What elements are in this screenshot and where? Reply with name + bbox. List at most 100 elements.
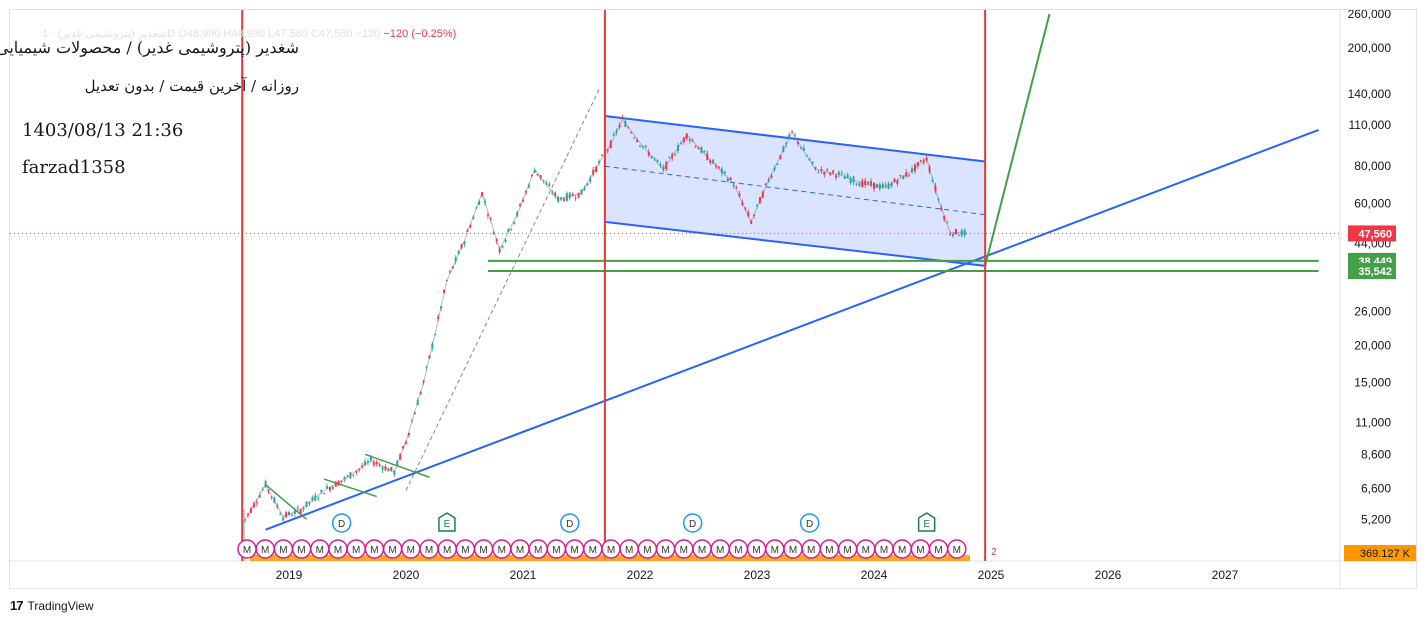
candle <box>366 458 369 466</box>
candle-body <box>361 465 364 467</box>
event-marker-m: M <box>783 539 803 559</box>
candle <box>574 195 577 202</box>
candle-body <box>697 148 700 150</box>
candle <box>729 176 732 181</box>
candle <box>624 117 627 128</box>
candle <box>913 162 916 175</box>
candle-body <box>410 421 413 423</box>
candle <box>861 178 864 188</box>
candle-body <box>331 486 334 489</box>
candle-body <box>782 146 785 152</box>
price-label-text: 35,542 <box>1358 266 1392 278</box>
candle <box>773 165 776 172</box>
candle <box>393 470 396 477</box>
candle-body <box>317 497 320 500</box>
event-marker-letter: M <box>261 545 269 556</box>
candle <box>571 191 574 197</box>
candle <box>805 154 808 157</box>
candle <box>756 204 758 209</box>
candle-body <box>633 137 636 139</box>
event-marker-m: M <box>328 539 348 559</box>
candle <box>407 432 410 438</box>
event-marker-m: M <box>564 539 585 559</box>
event-marker-letter: M <box>916 545 924 556</box>
candle <box>369 454 372 463</box>
candle-body <box>624 121 627 127</box>
candle <box>715 163 718 169</box>
candle-body <box>960 230 963 236</box>
candle-body <box>720 168 723 174</box>
candle-body <box>264 480 267 488</box>
ohlc-legend: شغدیر (پتروشیمی غدیر) · 1D O48,990 H48,9… <box>42 27 456 40</box>
y-tick-label: 6,600 <box>1361 482 1391 496</box>
event-marker-m: M <box>637 539 658 559</box>
candle <box>940 204 943 212</box>
pattern-line-0 <box>265 484 308 520</box>
candle-body <box>478 201 481 205</box>
event-marker-m: M <box>856 539 876 559</box>
candle-body <box>481 192 484 197</box>
candle <box>264 479 267 488</box>
event-marker-letter: M <box>461 545 469 556</box>
candle <box>791 130 794 134</box>
candle <box>302 505 305 512</box>
y-tick-label: 260,000 <box>1348 10 1392 21</box>
candle-body <box>551 192 554 194</box>
event-marker-letter: M <box>825 545 833 556</box>
candle <box>565 191 568 202</box>
candle <box>463 240 466 248</box>
candle-body <box>767 178 770 182</box>
tradingview-footer[interactable]: 17 TradingView <box>10 598 94 613</box>
candle-body <box>334 481 337 487</box>
candle <box>674 151 677 156</box>
candle <box>837 170 840 178</box>
x-tick-label: 2022 <box>627 568 654 582</box>
candle-body <box>826 169 829 171</box>
candle <box>937 197 940 203</box>
candle <box>931 177 934 183</box>
candle-body <box>557 196 560 202</box>
candle <box>618 122 621 130</box>
candle-body <box>469 225 472 228</box>
event-marker-letter: M <box>516 545 524 556</box>
candle <box>402 445 405 450</box>
event-marker-letter: M <box>789 545 797 556</box>
candle <box>717 166 720 170</box>
candle <box>296 505 299 511</box>
dividend-marker-letter: D <box>566 519 573 530</box>
candle-body <box>501 245 504 248</box>
candle-body <box>738 193 741 197</box>
event-marker-m: M <box>291 539 312 559</box>
ohlc-values: شغدیر (پتروشیمی غدیر) · 1D O48,990 H48,9… <box>42 28 381 40</box>
candle-body <box>337 481 340 486</box>
candle-body <box>954 229 957 235</box>
candle <box>323 492 326 495</box>
event-marker-letter: M <box>934 545 942 556</box>
candle-body <box>817 172 820 174</box>
candle-body <box>565 193 568 201</box>
candle-body <box>747 212 750 217</box>
event-marker-m: M <box>819 539 840 559</box>
candle <box>469 223 472 229</box>
candle-body <box>536 174 539 176</box>
candle-body <box>399 454 402 460</box>
candle <box>656 158 659 164</box>
channel-lower-line <box>604 220 986 267</box>
candle-body <box>413 412 416 415</box>
candle <box>399 453 402 461</box>
candle <box>583 185 586 191</box>
candle-body <box>723 171 726 174</box>
candle <box>273 496 276 504</box>
candle-body <box>677 145 680 151</box>
candle <box>750 219 753 225</box>
candle-body <box>893 178 896 183</box>
candle-body <box>934 185 937 192</box>
candle-body <box>580 189 583 195</box>
price-chart[interactable]: 2M M M M M M M M M M M M M M M M M M M M M M M M M M M M M M M M M M M M M M M… <box>10 10 1418 590</box>
event-marker-letter: M <box>498 545 506 556</box>
event-marker-m: M <box>583 539 603 559</box>
candle <box>311 495 314 502</box>
event-marker-letter: M <box>425 545 433 556</box>
candle <box>644 144 647 149</box>
candle-body <box>314 495 317 501</box>
